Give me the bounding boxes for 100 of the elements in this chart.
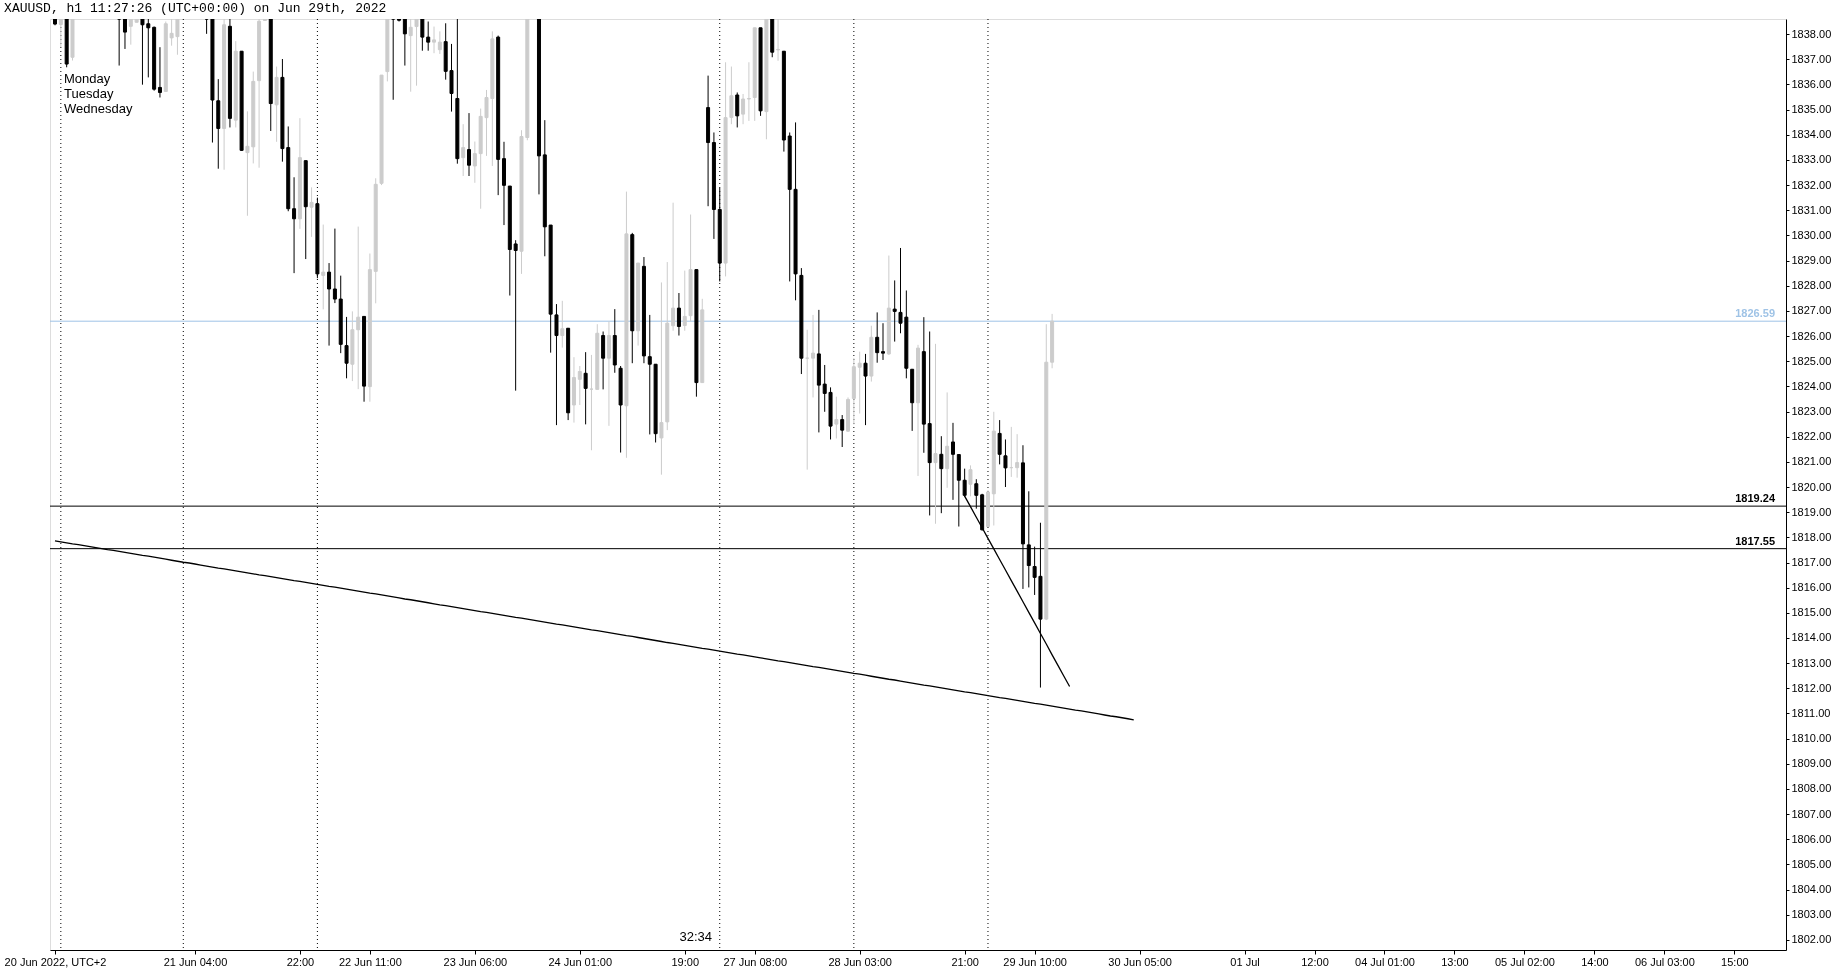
y-tick-label: 1833.00 xyxy=(1791,153,1832,166)
candlestick xyxy=(881,322,886,361)
candlestick xyxy=(997,419,1002,465)
candlestick xyxy=(437,30,442,55)
candlestick xyxy=(776,19,781,62)
y-tick-label: 1806.00 xyxy=(1791,832,1832,845)
y-tick-label: 1824.00 xyxy=(1791,379,1832,392)
y-tick-label: 1807.00 xyxy=(1791,807,1832,820)
x-tick-label: 13:00 xyxy=(1441,955,1469,968)
x-tick-label: 19:00 xyxy=(671,955,700,968)
x-tick-label: 29 Jun 10:00 xyxy=(1003,955,1067,968)
y-tick-label: 1834.00 xyxy=(1791,128,1832,141)
x-tick-label: 23 Jun 06:00 xyxy=(443,955,508,968)
candlestick xyxy=(682,270,687,332)
x-tick-label: 22:00 xyxy=(286,955,315,968)
candlestick xyxy=(583,351,588,425)
candlestick xyxy=(741,93,746,125)
candlestick xyxy=(875,311,880,364)
candlestick xyxy=(601,331,606,390)
candlestick xyxy=(968,464,973,497)
y-tick-label: 1817.00 xyxy=(1791,556,1832,568)
candlestick xyxy=(933,343,938,525)
y-tick-label: 1829.00 xyxy=(1791,254,1832,267)
y-tick-label: 1832.00 xyxy=(1791,178,1832,191)
candlestick xyxy=(397,19,402,23)
ref-line-label: 1817.55 xyxy=(1735,534,1775,547)
x-tick-label: 04 Jul 01:00 xyxy=(1355,955,1415,968)
y-tick-label: 1812.00 xyxy=(1791,681,1832,694)
y-tick-label: 1827.00 xyxy=(1791,304,1832,317)
candlestick xyxy=(676,292,681,337)
y-tick-label: 1815.00 xyxy=(1791,606,1832,619)
annotation: Monday Tuesday Wednesday xyxy=(64,71,133,116)
annotation: 32:34 xyxy=(679,929,713,944)
candlestick xyxy=(408,19,413,93)
y-tick-label: 1835.00 xyxy=(1791,103,1832,116)
candlestick xyxy=(589,354,594,451)
candlestick xyxy=(840,414,845,448)
candlestick xyxy=(467,112,472,177)
y-tick-label: 1820.00 xyxy=(1791,480,1832,493)
y-tick-label: 1803.00 xyxy=(1791,908,1832,921)
y-tick-label: 1825.00 xyxy=(1791,354,1832,367)
y-tick-label: 1819.00 xyxy=(1791,505,1832,518)
x-tick-label: 20 Jun 2022, UTC+2 xyxy=(4,955,107,968)
candlestick xyxy=(472,141,477,184)
candlestick xyxy=(746,61,751,122)
y-tick-label: 1810.00 xyxy=(1791,732,1832,745)
candlestick xyxy=(292,176,297,274)
y-tick-label: 1816.00 xyxy=(1791,581,1832,594)
candlestick xyxy=(332,228,337,304)
candlestick xyxy=(950,422,955,501)
y-tick-label: 1804.00 xyxy=(1791,883,1832,896)
x-tick-label: 12:00 xyxy=(1301,955,1329,968)
candlestick xyxy=(122,19,127,50)
candlestick xyxy=(834,396,839,439)
x-tick-label: 30 Jun 05:00 xyxy=(1108,955,1172,968)
x-tick-label: 15:00 xyxy=(1721,955,1749,968)
candlestick xyxy=(513,239,518,392)
candlestick xyxy=(659,281,664,476)
candlestick xyxy=(1015,433,1020,479)
candlestick xyxy=(321,224,326,310)
candlestick xyxy=(606,320,611,427)
candlestick xyxy=(204,19,209,35)
y-tick-label: 1826.00 xyxy=(1791,329,1832,342)
x-tick-label: 28 Jun 03:00 xyxy=(828,955,892,968)
y-tick-label: 1831.00 xyxy=(1791,203,1832,216)
y-tick-label: 1823.00 xyxy=(1791,405,1832,418)
y-tick-label: 1828.00 xyxy=(1791,279,1832,292)
candlestick xyxy=(58,19,63,48)
x-tick-label: 27 Jun 08:00 xyxy=(723,955,788,968)
x-tick-label: 22 Jun 11:00 xyxy=(338,955,402,968)
candlestick xyxy=(432,26,437,54)
candlestick xyxy=(327,262,332,347)
chart-title: XAUUSD, h1 11:27:26 (UTC+00:00) on Jun 29th, 2022 xyxy=(4,1,387,16)
y-tick-label: 1818.00 xyxy=(1791,530,1832,543)
y-tick-label: 1802.00 xyxy=(1791,933,1832,946)
x-tick-label: 01 Jul xyxy=(1230,955,1260,968)
candlestick xyxy=(560,300,565,349)
y-tick-label: 1808.00 xyxy=(1791,782,1832,795)
candlestick xyxy=(945,391,950,489)
candlestick xyxy=(857,351,862,415)
y-tick-label: 1836.00 xyxy=(1791,77,1832,90)
candlestick xyxy=(671,202,676,332)
x-tick-label: 14:00 xyxy=(1581,955,1609,968)
candlestick xyxy=(117,19,122,67)
ref-line-label: 1826.59 xyxy=(1735,307,1775,320)
candlestick xyxy=(344,316,349,379)
x-tick-label: 21 Jun 04:00 xyxy=(163,955,228,968)
y-tick-label: 1811.00 xyxy=(1791,706,1831,719)
candlestick xyxy=(157,46,162,99)
x-tick-label: 06 Jul 03:00 xyxy=(1634,955,1695,968)
candlestick xyxy=(577,365,582,406)
y-tick-label: 1813.00 xyxy=(1791,656,1832,669)
x-tick-label: 21:00 xyxy=(951,955,979,968)
y-tick-label: 1809.00 xyxy=(1791,757,1832,770)
candlestick xyxy=(402,19,407,67)
candlestick xyxy=(461,123,466,177)
y-tick-label: 1805.00 xyxy=(1791,857,1832,870)
y-tick-label: 1814.00 xyxy=(1791,631,1832,644)
candlestick xyxy=(811,314,816,398)
y-tick-label: 1830.00 xyxy=(1791,228,1832,241)
